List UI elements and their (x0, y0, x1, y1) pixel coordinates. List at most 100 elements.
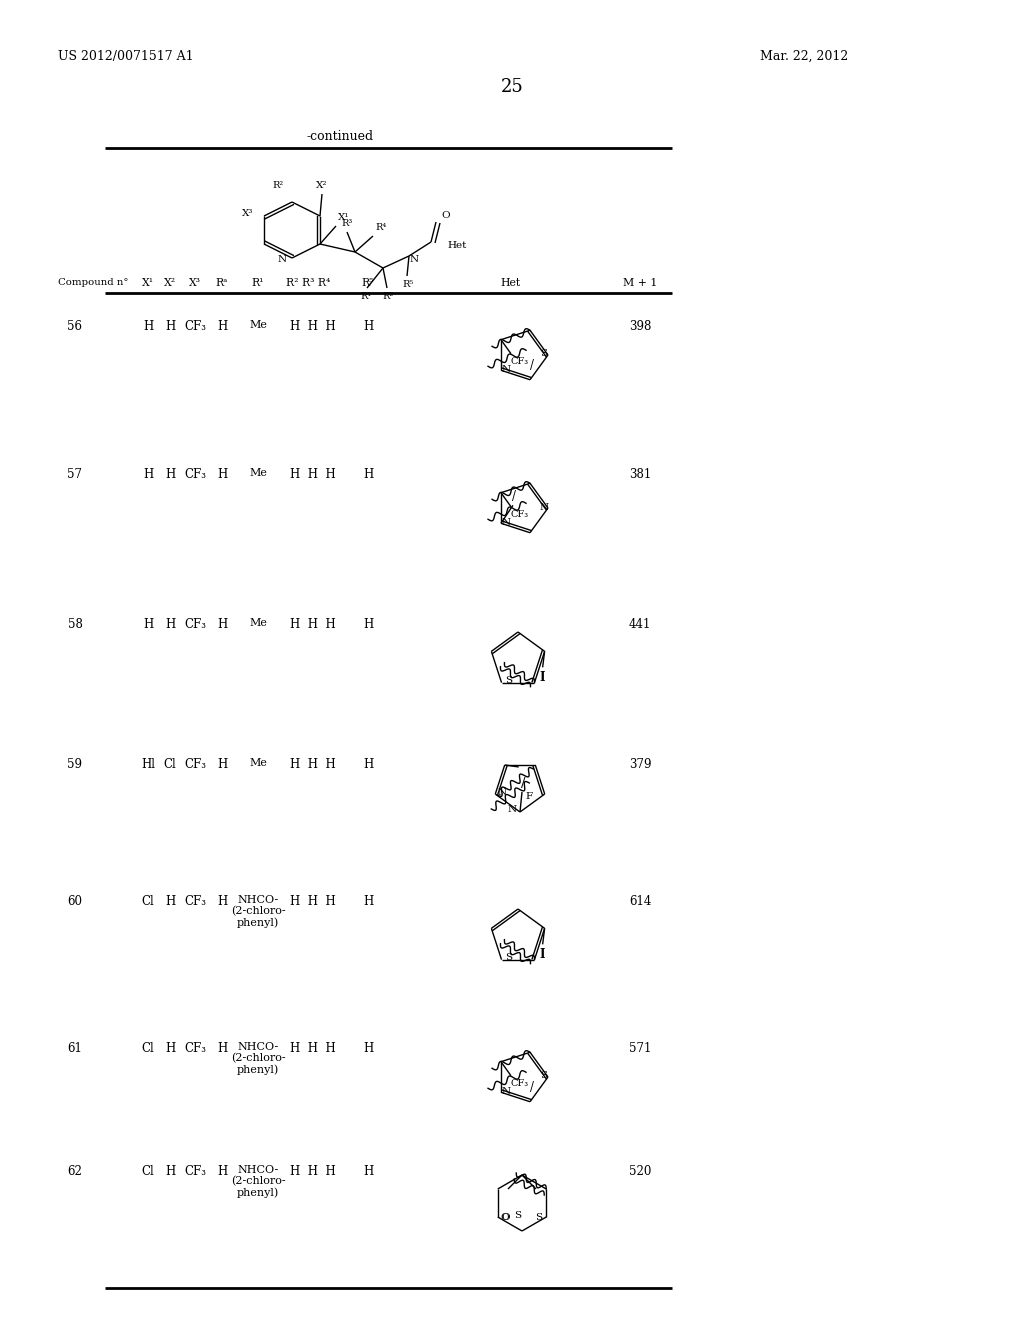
Text: H  H  H: H H H (290, 895, 336, 908)
Text: O: O (501, 1213, 509, 1221)
Text: phenyl): phenyl) (237, 1064, 280, 1074)
Text: X²: X² (164, 279, 176, 288)
Text: H: H (362, 1041, 373, 1055)
Text: N: N (498, 788, 507, 796)
Text: H  H  H: H H H (290, 469, 336, 480)
Text: H: H (165, 895, 175, 908)
Text: I: I (540, 672, 546, 684)
Text: Cl: Cl (141, 1041, 155, 1055)
Text: H: H (217, 1041, 227, 1055)
Text: N: N (508, 805, 516, 814)
Text: NHCO-: NHCO- (238, 1166, 279, 1175)
Text: Cl: Cl (164, 758, 176, 771)
Text: R⁵: R⁵ (402, 280, 414, 289)
Text: 62: 62 (68, 1166, 83, 1177)
Text: phenyl): phenyl) (237, 917, 280, 928)
Text: US 2012/0071517 A1: US 2012/0071517 A1 (58, 50, 194, 63)
Text: CF₃: CF₃ (184, 1166, 206, 1177)
Text: R¹: R¹ (252, 279, 264, 288)
Text: (2-chloro-: (2-chloro- (230, 1176, 286, 1187)
Text: 56: 56 (68, 319, 83, 333)
Text: N: N (540, 503, 549, 511)
Text: 57: 57 (68, 469, 83, 480)
Text: X¹: X¹ (142, 279, 154, 288)
Text: Het: Het (447, 242, 466, 251)
Text: -continued: -continued (306, 129, 374, 143)
Text: N: N (502, 364, 511, 374)
Text: Me: Me (249, 618, 267, 628)
Text: H: H (143, 618, 154, 631)
Text: X³: X³ (189, 279, 201, 288)
Text: CF₃: CF₃ (184, 758, 206, 771)
Text: R⁴: R⁴ (375, 223, 386, 232)
Text: 441: 441 (629, 618, 651, 631)
Text: R²: R² (272, 181, 284, 190)
Text: N: N (410, 255, 419, 264)
Text: 61: 61 (68, 1041, 83, 1055)
Text: R³: R³ (341, 219, 352, 228)
Text: X²: X² (316, 181, 328, 190)
Text: Cl: Cl (141, 895, 155, 908)
Text: O: O (441, 211, 450, 220)
Text: H: H (217, 758, 227, 771)
Text: 60: 60 (68, 895, 83, 908)
Text: H: H (362, 758, 373, 771)
Text: H: H (217, 618, 227, 631)
Text: N: N (278, 256, 287, 264)
Text: CF₃: CF₃ (184, 469, 206, 480)
Text: H: H (165, 469, 175, 480)
Text: CF₃: CF₃ (184, 895, 206, 908)
Text: H: H (217, 469, 227, 480)
Text: H: H (217, 1166, 227, 1177)
Text: H  H  H: H H H (290, 1041, 336, 1055)
Text: H: H (143, 319, 154, 333)
Text: O: O (502, 1213, 510, 1221)
Text: S: S (506, 953, 513, 962)
Text: H: H (362, 1166, 373, 1177)
Text: Rᵃ: Rᵃ (216, 279, 228, 288)
Text: Mar. 22, 2012: Mar. 22, 2012 (760, 50, 848, 63)
Text: (2-chloro-: (2-chloro- (230, 1053, 286, 1064)
Text: M + 1: M + 1 (623, 279, 657, 288)
Text: 381: 381 (629, 469, 651, 480)
Text: H: H (362, 469, 373, 480)
Text: Me: Me (249, 758, 267, 768)
Text: N: N (502, 517, 511, 527)
Text: H: H (362, 618, 373, 631)
Text: /: / (521, 777, 525, 789)
Text: H: H (165, 618, 175, 631)
Text: H  H  H: H H H (290, 758, 336, 771)
Text: Me: Me (249, 319, 267, 330)
Text: /: / (512, 490, 516, 503)
Text: Het: Het (500, 279, 520, 288)
Text: Hl: Hl (141, 758, 155, 771)
Text: H: H (165, 1041, 175, 1055)
Text: CF₃: CF₃ (511, 356, 529, 366)
Text: H: H (362, 319, 373, 333)
Text: /: / (530, 359, 535, 372)
Text: R⁵: R⁵ (361, 279, 374, 288)
Text: H: H (165, 1166, 175, 1177)
Text: NHCO-: NHCO- (238, 895, 279, 906)
Text: R²: R² (382, 292, 393, 301)
Text: R¹: R¹ (360, 292, 372, 301)
Text: 59: 59 (68, 758, 83, 771)
Text: 379: 379 (629, 758, 651, 771)
Text: NHCO-: NHCO- (238, 1041, 279, 1052)
Text: X¹: X¹ (338, 213, 349, 222)
Text: R² R³ R⁴: R² R³ R⁴ (286, 279, 330, 288)
Text: H  H  H: H H H (290, 319, 336, 333)
Text: S: S (541, 1072, 548, 1081)
Text: H: H (217, 895, 227, 908)
Text: H  H  H: H H H (290, 618, 336, 631)
Text: phenyl): phenyl) (237, 1187, 280, 1197)
Text: S: S (506, 676, 513, 685)
Text: 58: 58 (68, 618, 83, 631)
Text: H: H (362, 895, 373, 908)
Text: CF₃: CF₃ (184, 618, 206, 631)
Text: S: S (535, 1213, 542, 1221)
Text: (2-chloro-: (2-chloro- (230, 906, 286, 916)
Text: 398: 398 (629, 319, 651, 333)
Text: H: H (165, 319, 175, 333)
Text: CF₃: CF₃ (511, 510, 529, 519)
